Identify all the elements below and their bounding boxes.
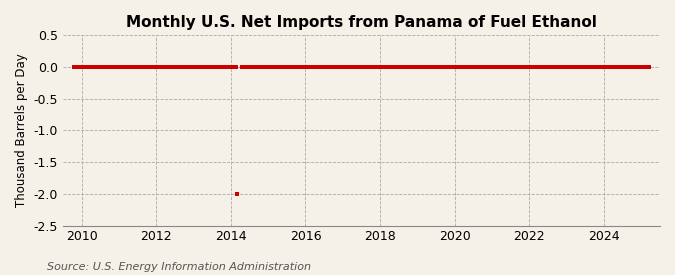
Y-axis label: Thousand Barrels per Day: Thousand Barrels per Day (15, 54, 28, 207)
Title: Monthly U.S. Net Imports from Panama of Fuel Ethanol: Monthly U.S. Net Imports from Panama of … (126, 15, 597, 30)
Text: Source: U.S. Energy Information Administration: Source: U.S. Energy Information Administ… (47, 262, 311, 272)
